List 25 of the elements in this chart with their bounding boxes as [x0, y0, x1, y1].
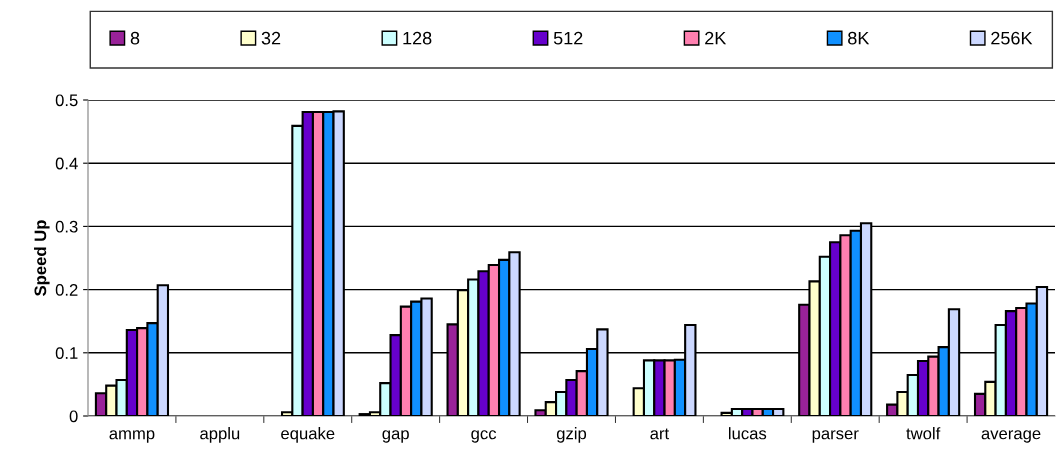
- x-tick-label: parser: [812, 430, 859, 443]
- x-tick-label: gap: [382, 430, 409, 443]
- legend-label: 128: [403, 31, 432, 45]
- legend-label: 8K: [848, 31, 870, 45]
- x-tick-label: applu: [200, 427, 240, 443]
- y-tick-label: 0.1: [55, 347, 78, 359]
- x-tick-label: equake: [281, 427, 335, 443]
- legend-label: 256K: [991, 31, 1033, 45]
- x-tick-label: gzip: [556, 427, 587, 443]
- x-tick-label: ammp: [109, 430, 155, 443]
- x-tick-label: art: [650, 428, 670, 440]
- legend-label: 2K: [705, 31, 727, 45]
- x-tick-label: twolf: [906, 427, 941, 440]
- y-tick-label: 0.3: [55, 220, 78, 233]
- legend-label: 8: [130, 31, 140, 45]
- x-tick-label: lucas: [728, 427, 767, 440]
- legend-label: 32: [261, 31, 281, 45]
- legend-label: 512: [553, 31, 583, 45]
- y-axis-title: Speed Up: [34, 220, 50, 296]
- y-tick-label: 0: [69, 410, 78, 423]
- y-tick-label: 0.2: [55, 284, 78, 296]
- x-tick-label: gcc: [471, 430, 497, 443]
- y-tick-label: 0.4: [55, 157, 78, 170]
- x-tick-label: average: [981, 430, 1041, 443]
- y-tick-label: 0.5: [55, 94, 78, 107]
